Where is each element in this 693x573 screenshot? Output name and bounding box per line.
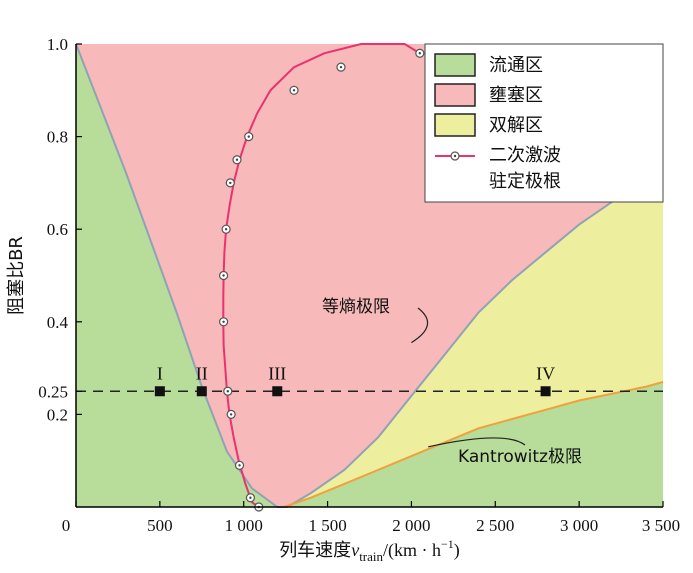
flow-region-left <box>76 44 278 507</box>
x-title-unit: /(km · h <box>383 540 441 561</box>
y-tick-label: 1.0 <box>47 35 68 54</box>
y-tick-label: 0.6 <box>47 220 68 239</box>
series-marker-dot <box>247 135 250 138</box>
operating-point-label: III <box>268 363 286 383</box>
x-title-sub: train <box>359 549 383 564</box>
series-marker-dot <box>238 464 241 467</box>
y-tick-label: 0.4 <box>47 313 69 332</box>
series-marker-dot <box>235 158 239 161</box>
operating-point-1 <box>154 386 165 397</box>
legend-label: 二次激波驻定极根 <box>489 145 561 192</box>
x-axis-title: 列车速度vtrain/(km · h−1) <box>279 537 460 564</box>
legend-label-line: 二次激波 <box>489 145 561 166</box>
kantrowitz-limit-line <box>283 381 664 508</box>
series-marker-dot <box>418 52 422 55</box>
x-tick-label: 1 000 <box>225 516 263 535</box>
x-ticks: 0 500 1 000 1 500 2 000 2 500 3 000 3 500 <box>62 501 680 535</box>
kantrowitz-limit-label: Kantrowitz极限 <box>458 447 582 467</box>
isentropic-leader-line <box>411 307 428 344</box>
operating-point-3 <box>272 386 283 397</box>
legend-patch <box>434 83 476 107</box>
legend-label-line: 驻定极根 <box>489 171 561 192</box>
operating-point-4 <box>540 386 551 397</box>
x-tick-label: 2 500 <box>476 516 514 535</box>
legend-label: 壅塞区 <box>489 85 543 106</box>
x-tick-label: 1 500 <box>308 516 346 535</box>
legend-marker-dot <box>453 154 457 158</box>
y-ticks: 0.2 0.25 0.4 0.6 0.8 1.0 <box>38 35 82 424</box>
operating-point-2 <box>196 386 207 397</box>
legend-label: 双解区 <box>489 115 543 136</box>
series-marker-dot <box>339 65 343 69</box>
isentropic-limit-line <box>75 43 664 508</box>
x-title-v: v <box>351 540 359 560</box>
series-marker-dot <box>292 89 296 92</box>
x-tick-label: 2 000 <box>392 516 430 535</box>
series-marker-dot <box>224 228 228 231</box>
operating-point-label: IV <box>536 363 555 383</box>
series-marker-dot <box>229 413 233 416</box>
isentropic-limit-label: 等熵极限 <box>322 297 390 317</box>
x-tick-label: 3 500 <box>642 516 680 535</box>
x-tick-label: 0 <box>62 516 71 535</box>
x-tick-label: 500 <box>147 516 173 535</box>
y-tick-label: 0.8 <box>47 128 68 147</box>
axes: 0 500 1 000 1 500 2 000 2 500 3 000 3 500 0.20.… <box>38 35 680 535</box>
x-title-end: ) <box>454 540 460 561</box>
y-tick-label: 0.2 <box>47 405 68 424</box>
series-marker-dot <box>229 181 232 185</box>
series-line-0 <box>222 43 421 508</box>
series-marker-dot <box>226 390 229 393</box>
legend-patch <box>434 53 476 77</box>
dual-region <box>277 169 663 507</box>
x-title-main: 列车速度 <box>279 540 351 561</box>
series-layer <box>218 43 425 512</box>
legend-patch <box>434 113 476 137</box>
y-axis-title: 阻塞比BR <box>6 236 27 315</box>
legend-label: 流通区 <box>489 55 543 76</box>
series-marker-dot <box>249 496 252 499</box>
operating-points: I II III IV <box>154 363 555 397</box>
flow-region-bottom <box>283 382 663 507</box>
series-marker-dot <box>222 320 225 323</box>
x-tick-label: 3 000 <box>560 516 598 535</box>
y-tick-label: 0.25 <box>38 382 68 401</box>
operating-point-label: I <box>157 363 163 383</box>
series-marker-dot <box>222 274 225 277</box>
kantrowitz-leader-line <box>428 437 526 448</box>
annotations: 等熵极限 Kantrowitz极限 <box>322 297 582 467</box>
operating-point-label: II <box>196 363 208 383</box>
x-title-sup: −1 <box>441 537 454 551</box>
